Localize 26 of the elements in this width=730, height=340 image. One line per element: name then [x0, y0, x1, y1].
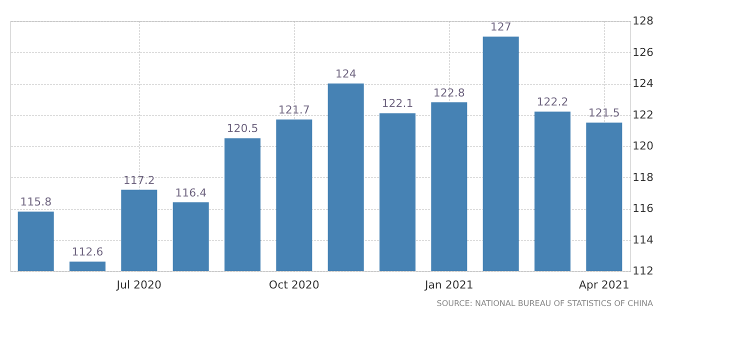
data-label: 122.2 — [536, 96, 568, 109]
data-label: 122.8 — [433, 86, 465, 100]
data-label: 116.4 — [175, 186, 207, 200]
y-tick-label: 124 — [632, 77, 654, 90]
data-label: 122.1 — [382, 97, 414, 110]
y-tick-label: 128 — [632, 14, 654, 28]
y-tick-label: 118 — [632, 170, 654, 184]
y-tick-label: 112 — [632, 264, 654, 278]
x-tick-label: Apr 2021 — [578, 278, 630, 292]
x-tick-label: Oct 2020 — [268, 278, 320, 292]
y-tick-label: 120 — [632, 140, 654, 152]
x-tick-label: Jan 2021 — [424, 278, 474, 292]
y-tick-label: 126 — [632, 46, 654, 59]
source-note: SOURCE: NATIONAL BUREAU OF STATISTICS OF CHINA — [436, 299, 654, 308]
data-label: 121.5 — [588, 106, 620, 120]
data-label: 127 — [490, 20, 512, 34]
data-label: 115.8 — [20, 196, 52, 209]
y-tick-label: 122 — [632, 108, 654, 122]
data-label: 121.7 — [278, 103, 310, 116]
data-label: 120.5 — [226, 122, 258, 136]
y-tick-label: 114 — [632, 233, 654, 246]
y-tick-label: 116 — [632, 202, 654, 215]
x-tick-label: Jul 2020 — [116, 278, 162, 292]
data-label: 124 — [335, 68, 356, 80]
data-label: 117.2 — [123, 174, 155, 187]
data-label: 112.6 — [72, 246, 104, 259]
